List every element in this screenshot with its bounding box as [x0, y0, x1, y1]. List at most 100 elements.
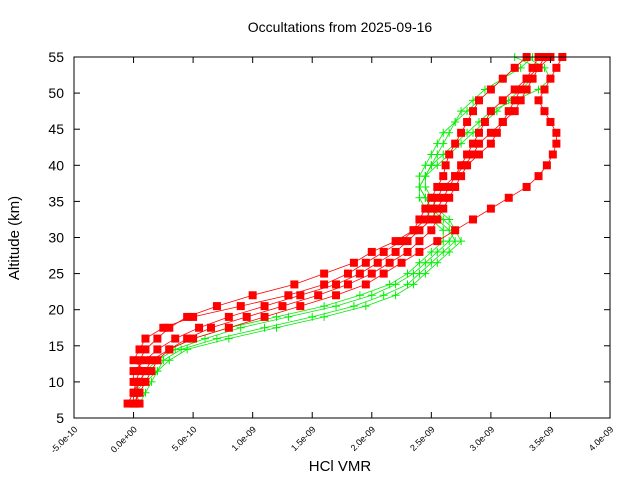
- data-point: [528, 74, 537, 83]
- data-point: [236, 302, 245, 311]
- series-green-2: [123, 53, 555, 408]
- x-tick-label: 2.0e-09: [349, 424, 378, 453]
- series-green-4: [129, 53, 543, 408]
- data-point: [504, 193, 513, 202]
- data-point: [296, 291, 305, 300]
- data-point: [391, 291, 400, 300]
- data-point: [284, 291, 293, 300]
- data-point: [129, 399, 138, 408]
- data-point: [427, 204, 436, 213]
- data-point: [546, 117, 555, 126]
- data-point: [320, 269, 329, 278]
- y-axis-label: Altitude (km): [6, 196, 23, 280]
- data-point: [153, 356, 162, 365]
- data-point: [361, 258, 370, 267]
- data-point: [427, 258, 436, 267]
- data-point: [427, 193, 436, 202]
- data-point: [451, 117, 460, 126]
- data-point: [355, 291, 364, 300]
- x-tick-label: 1.5e-09: [289, 424, 318, 453]
- data-point: [516, 85, 525, 94]
- data-point: [534, 63, 543, 72]
- data-point: [510, 107, 519, 116]
- data-point: [486, 128, 495, 137]
- data-point: [427, 215, 436, 224]
- data-point: [433, 139, 442, 148]
- x-tick-label: 5.0e-10: [170, 424, 199, 453]
- data-point: [379, 247, 388, 256]
- data-point: [242, 312, 251, 321]
- data-point: [486, 85, 495, 94]
- data-point: [421, 172, 430, 181]
- series-layer: [123, 53, 567, 408]
- data-point: [433, 182, 442, 191]
- data-point: [457, 128, 466, 137]
- data-point: [522, 182, 531, 191]
- data-point: [147, 367, 156, 376]
- data-point: [367, 291, 376, 300]
- data-point: [445, 193, 454, 202]
- data-point: [320, 302, 329, 311]
- x-tick-label: 4.0e-09: [587, 424, 616, 453]
- y-tick-label: 30: [48, 230, 64, 246]
- data-point: [296, 302, 305, 311]
- data-point: [212, 302, 221, 311]
- data-point: [206, 323, 215, 332]
- x-tick-label: -5.0e-10: [49, 424, 80, 455]
- data-point: [534, 96, 543, 105]
- data-point: [409, 226, 418, 235]
- data-point: [469, 139, 478, 148]
- data-point: [141, 356, 150, 365]
- data-point: [421, 161, 430, 170]
- data-point: [391, 247, 400, 256]
- data-point: [361, 280, 370, 289]
- data-point: [195, 323, 204, 332]
- data-point: [433, 237, 442, 246]
- data-point: [552, 63, 561, 72]
- data-point: [445, 150, 454, 159]
- data-point: [510, 85, 519, 94]
- data-point: [486, 139, 495, 148]
- series-line: [135, 56, 563, 404]
- data-point: [403, 280, 412, 289]
- data-point: [433, 193, 442, 202]
- data-point: [415, 269, 424, 278]
- data-point: [463, 161, 472, 170]
- data-point: [474, 128, 483, 137]
- data-point: [272, 312, 281, 321]
- data-point: [385, 280, 394, 289]
- data-point: [457, 107, 466, 116]
- data-point: [260, 302, 269, 311]
- data-point: [474, 139, 483, 148]
- series-line: [133, 56, 545, 404]
- series-red-1: [129, 53, 531, 408]
- y-tick-label: 50: [48, 85, 64, 101]
- data-point: [343, 269, 352, 278]
- data-point: [451, 139, 460, 148]
- y-tick-label: 5: [56, 410, 64, 426]
- data-point: [439, 182, 448, 191]
- data-point: [379, 269, 388, 278]
- data-point: [498, 74, 507, 83]
- x-tick-label: 2.5e-09: [408, 424, 437, 453]
- data-point: [141, 377, 150, 386]
- x-tick-label: 3.5e-09: [527, 424, 556, 453]
- data-point: [189, 334, 198, 343]
- data-point: [135, 356, 144, 365]
- y-tick-label: 15: [48, 338, 64, 354]
- data-point: [427, 150, 436, 159]
- data-point: [441, 161, 450, 170]
- series-line: [133, 56, 539, 404]
- data-point: [141, 334, 150, 343]
- data-point: [260, 312, 269, 321]
- data-point: [278, 302, 287, 311]
- series-red-2: [129, 53, 543, 408]
- data-point: [159, 323, 168, 332]
- series-green-1: [129, 53, 531, 408]
- data-point: [248, 291, 257, 300]
- data-point: [439, 193, 448, 202]
- data-point: [445, 182, 454, 191]
- data-point: [474, 96, 483, 105]
- data-point: [480, 117, 489, 126]
